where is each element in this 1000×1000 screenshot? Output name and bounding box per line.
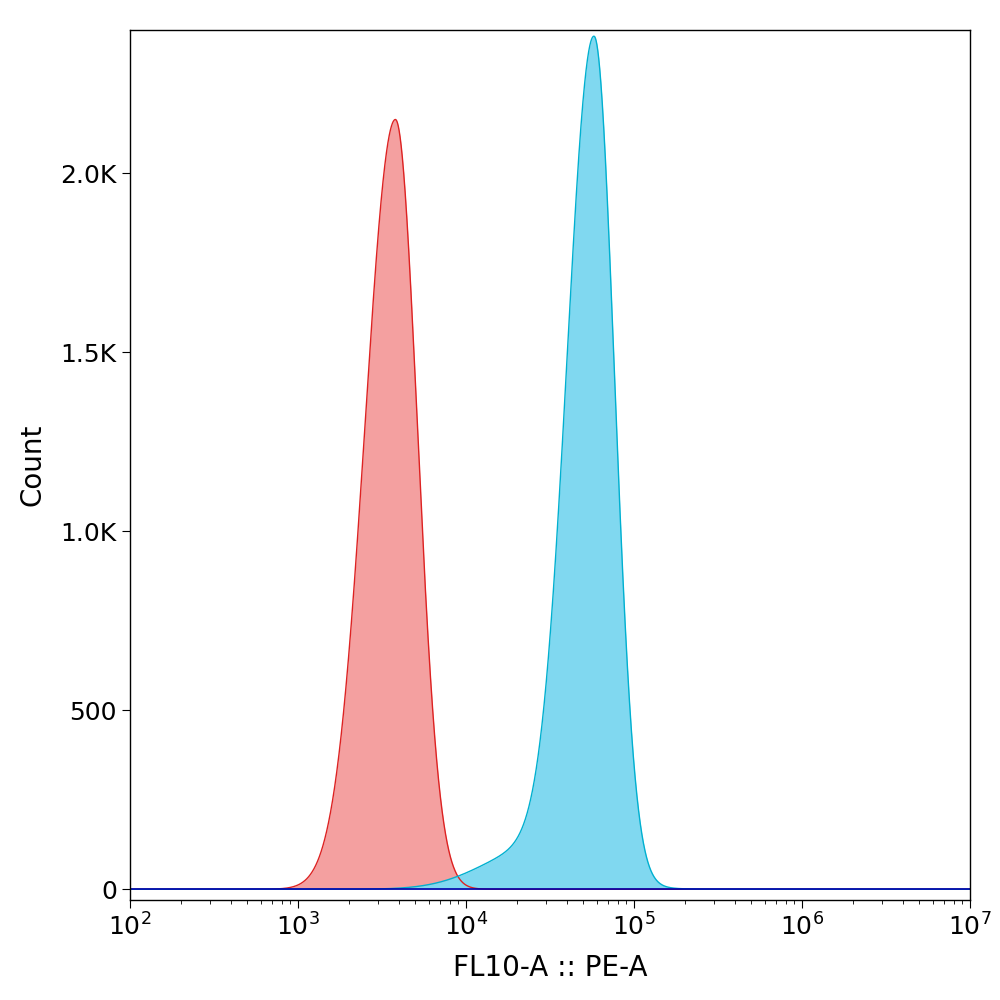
X-axis label: FL10-A :: PE-A: FL10-A :: PE-A [453,954,647,982]
Y-axis label: Count: Count [19,424,47,506]
